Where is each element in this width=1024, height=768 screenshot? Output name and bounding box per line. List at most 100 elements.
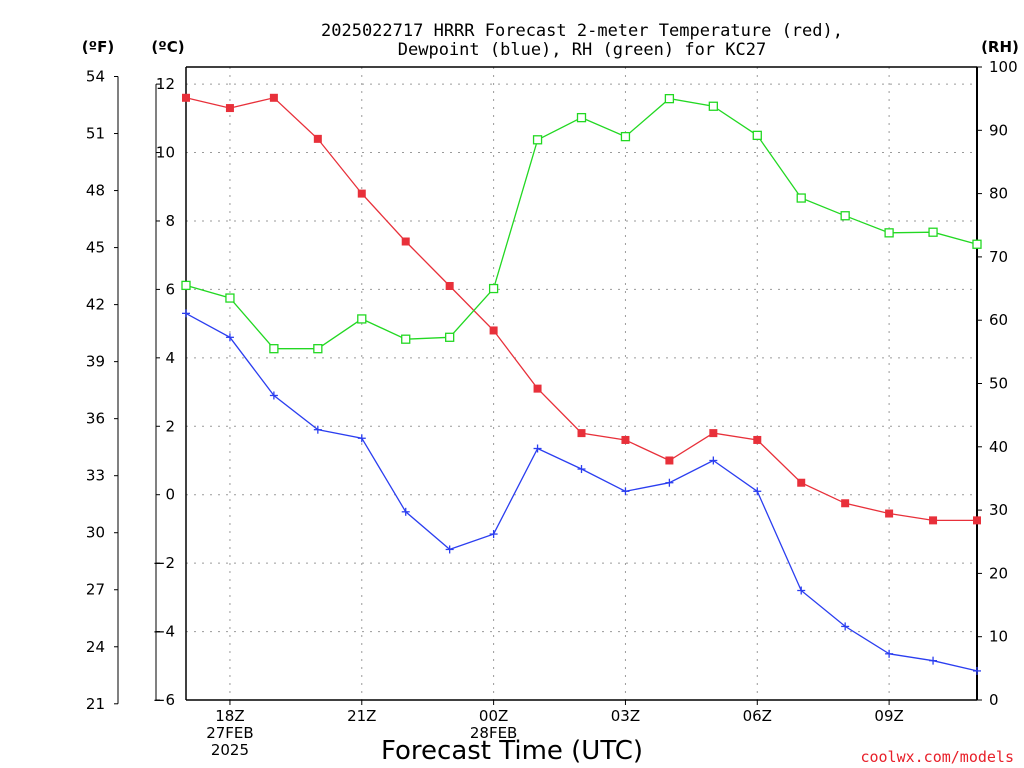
dewpoint-point [269, 391, 278, 400]
temperature-point [182, 93, 190, 102]
rh-tick-label: 40 [989, 438, 1008, 456]
x-tick-label: 03Z [611, 707, 640, 725]
credit-label: coolwx.com/models [860, 748, 1014, 766]
x-tick-label: 27FEB [206, 724, 253, 742]
rh-point [532, 135, 543, 145]
dewpoint-point [489, 530, 498, 539]
rh-point [576, 112, 587, 123]
temperature-point [577, 429, 586, 438]
rh-tick-label: 10 [989, 628, 1008, 646]
x-axis-label: Forecast Time (UTC) [381, 736, 643, 766]
fahrenheit-unit-label: (ºF) [82, 38, 114, 56]
temperature-point [841, 499, 850, 508]
dewpoint-point [709, 456, 718, 465]
rh-point [181, 280, 191, 291]
rh-point [708, 101, 718, 111]
dewpoint-point [841, 622, 850, 631]
fahrenheit-tick-label: 54 [86, 68, 105, 86]
dewpoint-point [225, 333, 234, 342]
rh-point [488, 283, 499, 294]
temperature-point [973, 516, 981, 525]
chart-title-line-2: Dewpoint (blue), RH (green) for KC27 [398, 40, 766, 60]
temperature-line [185, 97, 977, 522]
rh-point [884, 228, 894, 238]
temperature-point [313, 134, 322, 143]
rh-point [225, 293, 235, 303]
rh-point [313, 344, 323, 354]
dewpoint-point [577, 465, 586, 474]
fahrenheit-tick-label: 24 [86, 638, 105, 656]
rh-unit-label: (RH) [981, 38, 1019, 56]
celsius-tick-label: 8 [165, 212, 175, 230]
dewpoint-point [533, 444, 542, 453]
fahrenheit-tick-label: 30 [86, 524, 105, 542]
fahrenheit-tick-label: 45 [86, 239, 105, 257]
rh-point [445, 332, 455, 342]
dewpoint-point [753, 487, 762, 496]
temperature-point [445, 281, 454, 290]
temperature-point [929, 516, 938, 525]
rh-tick-label: 90 [989, 121, 1008, 139]
rh-tick-label: 100 [989, 58, 1018, 76]
temperature-point [533, 384, 542, 393]
rh-point [269, 344, 279, 354]
temperature-point [797, 478, 806, 487]
temperature-point [225, 104, 234, 113]
dewpoint-point [885, 649, 894, 658]
dewpoint-point [182, 309, 190, 318]
temperature-point [885, 509, 894, 518]
rh-line [185, 97, 978, 350]
fahrenheit-tick-label: 42 [86, 296, 105, 314]
chart-title-line-1: 2025022717 HRRR Forecast 2-meter Tempera… [321, 21, 843, 41]
fahrenheit-tick-label: 27 [86, 581, 105, 599]
rh-point [357, 314, 367, 324]
rh-tick-label: 0 [989, 691, 999, 709]
dewpoint-point [929, 656, 938, 665]
rh-point [664, 94, 675, 104]
dewpoint-point [621, 487, 630, 496]
temperature-point [709, 429, 718, 438]
fahrenheit-tick-label: 39 [86, 353, 105, 371]
fahrenheit-tick-label: 36 [86, 410, 105, 428]
dewpoint-point [313, 425, 322, 434]
temperature-point [269, 93, 278, 102]
rh-point [928, 227, 938, 237]
celsius-tick-label: 0 [165, 486, 175, 504]
x-tick-label: 00Z [479, 707, 508, 725]
rh-point [972, 239, 982, 249]
rh-point [752, 130, 762, 141]
celsius-tick-label: −2 [153, 554, 175, 572]
temperature-point [665, 456, 674, 465]
axes [114, 66, 982, 705]
rh-point [620, 131, 631, 142]
rh-point [401, 334, 411, 344]
dewpoint-point [665, 478, 674, 487]
grid-lines [186, 67, 977, 700]
dewpoint-line [185, 312, 978, 672]
celsius-tick-label: 12 [156, 75, 175, 93]
rh-tick-label: 50 [989, 375, 1008, 393]
rh-tick-label: 20 [989, 564, 1008, 582]
x-tick-label: 28FEB [470, 724, 517, 742]
x-tick-label: 06Z [743, 707, 772, 725]
temperature-point [489, 326, 498, 335]
fahrenheit-tick-label: 48 [86, 182, 105, 200]
rh-tick-label: 80 [989, 185, 1008, 203]
celsius-tick-label: 6 [165, 280, 175, 298]
temperature-point [401, 237, 410, 246]
rh-point [796, 193, 806, 203]
x-tick-label: 18Z [215, 707, 244, 725]
series-lines [181, 93, 982, 675]
fahrenheit-tick-label: 33 [86, 467, 105, 485]
celsius-tick-label: 4 [165, 349, 175, 367]
rh-tick-label: 70 [989, 248, 1008, 266]
x-tick-label: 21Z [347, 707, 376, 725]
dewpoint-point [401, 507, 410, 516]
dewpoint-point [973, 666, 981, 675]
fahrenheit-tick-label: 51 [86, 125, 105, 143]
celsius-tick-label: 10 [156, 144, 175, 162]
x-tick-label: 2025 [211, 741, 249, 759]
tick-labels: 545148454239363330272421121086420−2−4−61… [86, 58, 1018, 759]
celsius-unit-label: (ºC) [151, 38, 184, 56]
